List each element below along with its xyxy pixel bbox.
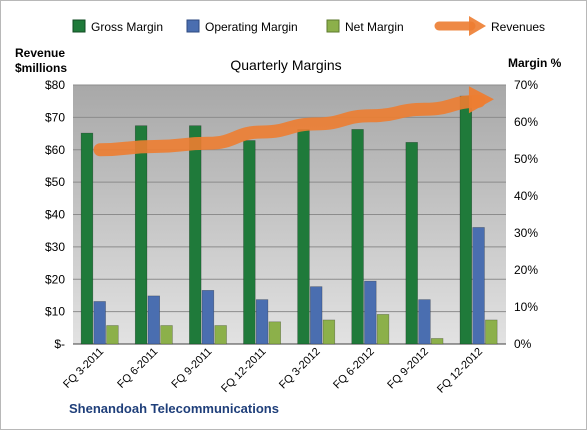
bar-gross-margin [297, 129, 310, 345]
bar-operating-margin [93, 301, 106, 345]
left-axis-title-line2: $millions [15, 61, 67, 75]
legend-label-revenues: Revenues [491, 20, 545, 34]
revenue-line [93, 94, 486, 157]
chart-title: Quarterly Margins [230, 57, 341, 73]
right-axis-ticks: 0% 10% 20% 30% 40% 50% 60% 70% [514, 78, 538, 351]
left-tick-label: $30 [45, 240, 65, 254]
legend-item-net-margin: Net Margin [326, 19, 404, 34]
bar-net-margin [214, 325, 227, 345]
legend-label-operating-margin: Operating Margin [205, 20, 298, 34]
bar-net-margin [268, 321, 281, 345]
legend-swatch-gross-margin [72, 19, 86, 33]
legend-item-gross-margin: Gross Margin [72, 19, 163, 34]
right-tick-label: 40% [514, 189, 538, 203]
legend-label-gross-margin: Gross Margin [91, 20, 163, 34]
left-tick-label: $10 [45, 305, 65, 319]
left-axis-ticks: $- $10 $20 $30 $40 $50 $60 $70 $80 [45, 78, 65, 351]
x-axis-ticks: FQ 3-2011 FQ 6-2011 FQ 9-2011 FQ 12-2011 FQ … [61, 346, 485, 396]
bar-operating-margin [310, 286, 323, 345]
left-tick-label: $20 [45, 272, 65, 286]
right-axis-title: Margin % [508, 56, 562, 70]
revenue-arrowhead [468, 86, 494, 114]
right-tick-label: 0% [514, 337, 532, 351]
bar-net-margin [485, 319, 498, 345]
legend: Gross Margin Operating Margin Net Margin… [72, 16, 545, 36]
bar-operating-margin [472, 227, 485, 345]
right-tick-label: 60% [514, 115, 538, 129]
company-name: Shenandoah Telecommunications [69, 401, 279, 416]
legend-label-net-margin: Net Margin [345, 20, 404, 34]
x-tick-label: FQ 3-2011 [61, 346, 106, 391]
left-tick-label: $- [54, 337, 65, 351]
bar-gross-margin [189, 125, 202, 345]
left-tick-label: $70 [45, 110, 65, 124]
legend-arrowhead-revenues [469, 16, 486, 36]
right-tick-label: 50% [514, 152, 538, 166]
bar-net-margin [322, 319, 336, 345]
right-tick-label: 30% [514, 226, 538, 240]
x-tick-label: FQ 6-2012 [331, 346, 377, 392]
bar-gross-margin [405, 142, 418, 345]
left-tick-label: $40 [45, 208, 65, 222]
bar-operating-margin [147, 295, 160, 345]
legend-swatch-net-margin [326, 19, 340, 33]
x-tick-label: FQ 6-2011 [115, 346, 160, 391]
legend-item-operating-margin: Operating Margin [186, 19, 298, 34]
x-tick-label: FQ 12-2011 [219, 346, 268, 395]
bar-operating-margin [255, 299, 269, 345]
bar-gross-margin [351, 129, 364, 345]
left-tick-label: $80 [45, 78, 65, 92]
x-tick-label: FQ 3-2012 [277, 346, 323, 392]
right-tick-label: 70% [514, 78, 538, 92]
bar-net-margin [160, 325, 173, 345]
bar-gross-margin [80, 132, 94, 345]
x-tick-label: FQ 9-2012 [385, 346, 431, 392]
left-axis-title-line1: Revenue [15, 46, 65, 60]
left-tick-label: $60 [45, 143, 65, 157]
legend-item-revenues: Revenues [434, 16, 545, 36]
x-tick-label: FQ 9-2011 [169, 346, 214, 391]
bar-gross-margin [243, 140, 256, 345]
right-tick-label: 20% [514, 263, 538, 277]
bar-net-margin [431, 338, 444, 345]
bar-gross-margin [134, 125, 148, 345]
legend-swatch-operating-margin [186, 19, 200, 33]
bar-gross-margin [459, 95, 473, 345]
bar-net-margin [106, 325, 119, 345]
bar-operating-margin [364, 280, 377, 345]
bars [80, 95, 498, 345]
x-tick-label: FQ 12-2012 [435, 346, 485, 396]
bar-operating-margin [418, 299, 431, 345]
revenue-line-layer [93, 86, 494, 157]
bar-net-margin [376, 314, 390, 345]
right-tick-label: 10% [514, 300, 538, 314]
left-tick-label: $50 [45, 175, 65, 189]
bar-operating-margin [201, 290, 215, 345]
